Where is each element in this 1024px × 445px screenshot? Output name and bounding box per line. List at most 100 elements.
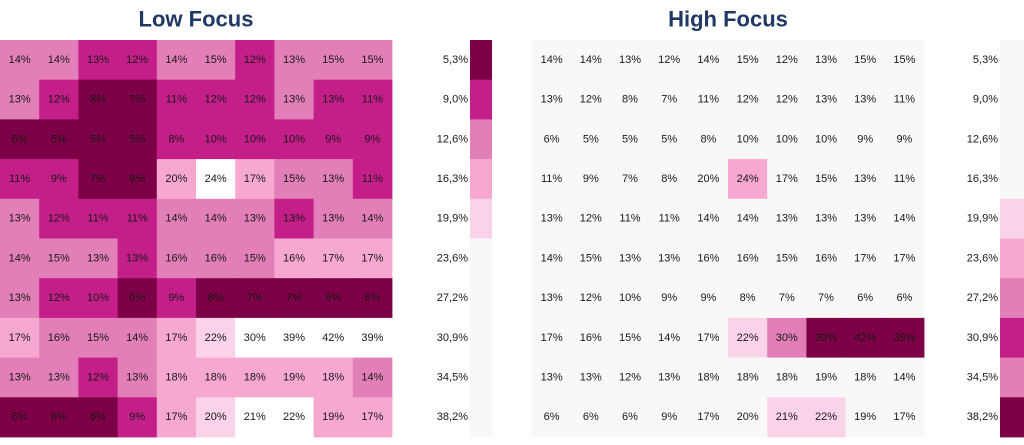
heatmap-cell	[688, 159, 729, 200]
heatmap-cell	[235, 317, 275, 358]
cell-label: 14%	[697, 213, 719, 225]
heatmap-cell	[196, 317, 236, 358]
heatmap-cell	[39, 397, 79, 438]
cell-label: 13%	[854, 173, 876, 185]
heatmap-cell	[571, 238, 611, 279]
heatmap-cell	[117, 357, 158, 398]
cell-label: 16%	[580, 332, 602, 344]
cell-label: 11%	[362, 173, 383, 185]
cell-label: 13%	[541, 94, 563, 106]
cell-label: 15%	[87, 332, 109, 344]
heatmap-cell	[688, 357, 729, 398]
heatmap-cell	[39, 79, 79, 120]
heatmap-cell	[884, 159, 925, 200]
cell-label: 12%	[658, 54, 680, 66]
legend-label: 9,0%	[973, 94, 998, 106]
heatmap-cell	[649, 317, 690, 358]
panel-title-low-focus: Low Focus	[139, 7, 254, 32]
heatmap-cell	[806, 317, 846, 358]
heatmap-cell	[649, 198, 690, 239]
cell-label: 42%	[322, 332, 344, 344]
cell-label: 13%	[9, 213, 31, 225]
legend-swatch	[1000, 238, 1024, 279]
heatmap-cell	[728, 198, 768, 239]
cell-label: 15%	[737, 54, 759, 66]
heatmap-cell	[688, 79, 729, 120]
heatmap-cell	[235, 198, 275, 239]
heatmap-cell	[117, 40, 158, 81]
cell-label: 12%	[776, 54, 798, 66]
heatmap-cell	[313, 119, 354, 160]
cell-label: 17%	[893, 252, 915, 264]
heatmap-cell	[688, 119, 729, 160]
heatmap-cell	[196, 79, 236, 120]
cell-label: 17%	[165, 411, 187, 423]
heatmap-cell	[235, 159, 275, 200]
heatmap-cell	[274, 40, 314, 81]
cell-label: 11%	[619, 213, 640, 225]
cell-label: 14%	[893, 213, 915, 225]
cell-label: 12%	[244, 94, 266, 106]
heatmap-cell	[688, 198, 729, 239]
cell-label: 10%	[776, 133, 798, 145]
heatmap-cell	[117, 238, 158, 279]
heatmap-cell	[610, 238, 650, 279]
heatmap-cell	[39, 198, 79, 239]
cell-label: 6%	[544, 411, 560, 423]
cell-label: 7%	[90, 173, 106, 185]
heatmap-cell	[806, 159, 846, 200]
heatmap-cell	[884, 278, 925, 319]
cell-label: 6%	[583, 411, 599, 423]
heatmap-cell	[78, 40, 118, 81]
cell-label: 7%	[247, 292, 263, 304]
cell-label: 15%	[283, 173, 305, 185]
cell-label: 12%	[776, 94, 798, 106]
cell-label: 9%	[129, 411, 145, 423]
heatmap-cell	[649, 278, 690, 319]
cell-label: 22%	[283, 411, 305, 423]
cell-label: 10%	[737, 133, 759, 145]
heatmap-cell	[845, 159, 886, 200]
cell-label: 13%	[9, 94, 31, 106]
cell-label: 10%	[205, 133, 227, 145]
heatmap-cell	[571, 79, 611, 120]
heatmap-cell	[39, 278, 79, 319]
heatmap-cell	[610, 79, 650, 120]
heatmap-cell	[806, 119, 846, 160]
cell-label: 15%	[361, 54, 383, 66]
cell-label: 16%	[815, 252, 837, 264]
cell-label: 13%	[283, 94, 305, 106]
heatmap-cell	[767, 357, 807, 398]
legend-label: 19,9%	[437, 213, 468, 225]
heatmap-cell	[235, 238, 275, 279]
heatmap-cell	[196, 159, 236, 200]
heatmap-cell	[884, 198, 925, 239]
legend-swatch	[470, 40, 492, 81]
legend-swatch	[1000, 119, 1024, 160]
cell-label: 13%	[619, 54, 641, 66]
heatmap-cell	[532, 159, 572, 200]
heatmap-cell	[352, 119, 393, 160]
heatmap-cell	[352, 278, 393, 319]
cell-label: 8%	[740, 292, 756, 304]
legend-swatch	[1000, 159, 1024, 200]
cell-label: 13%	[854, 94, 876, 106]
cell-label: 21%	[244, 411, 266, 423]
cell-label: 12%	[205, 94, 227, 106]
heatmap-cell	[39, 159, 79, 200]
heatmap-cell	[767, 397, 807, 438]
cell-label: 39%	[815, 332, 837, 344]
cell-label: 42%	[854, 332, 876, 344]
cell-label: 7%	[129, 94, 145, 106]
cell-label: 14%	[361, 371, 383, 383]
heatmap-cell	[117, 397, 158, 438]
cell-label: 13%	[9, 292, 31, 304]
cell-label: 13%	[244, 213, 266, 225]
cell-label: 11%	[894, 94, 915, 106]
legend-label: 5,3%	[973, 54, 998, 66]
heatmap-cell	[313, 397, 354, 438]
heatmap-cell	[767, 278, 807, 319]
cell-label: 11%	[894, 173, 915, 185]
cell-label: 11%	[698, 94, 719, 106]
heatmap-cell	[649, 119, 690, 160]
